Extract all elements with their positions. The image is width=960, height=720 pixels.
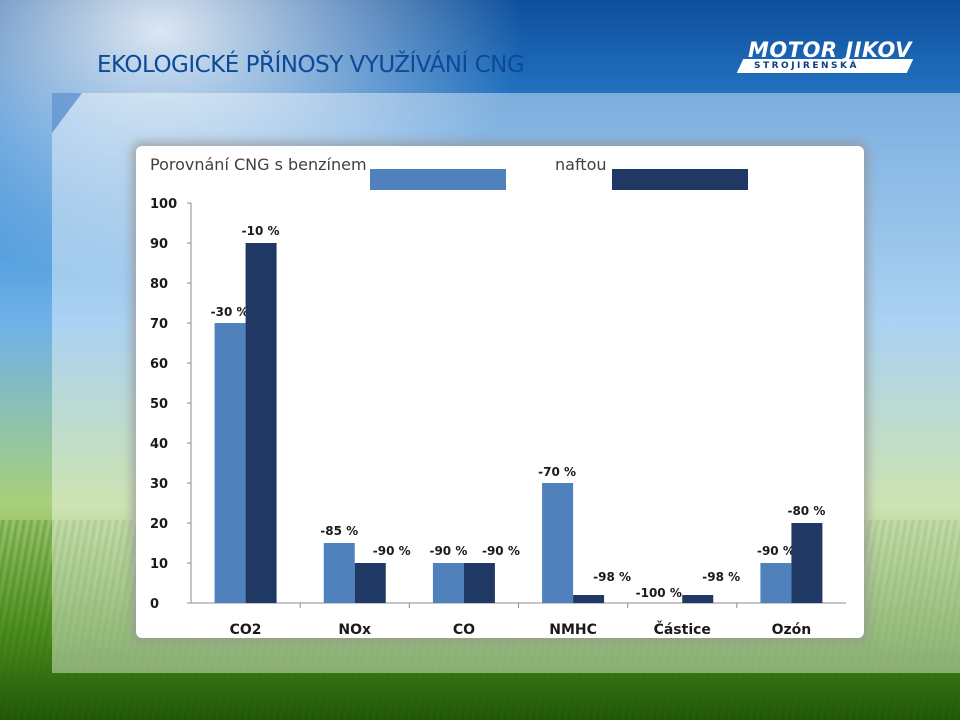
y-tick-label: 50 bbox=[150, 397, 168, 412]
bar-nafta bbox=[463, 563, 495, 603]
data-label-nafta: -10 % bbox=[242, 224, 280, 238]
bar-nafta bbox=[791, 523, 823, 603]
y-tick-label: 90 bbox=[150, 237, 168, 252]
legend-swatch-nafta bbox=[612, 169, 748, 190]
y-tick-label: 60 bbox=[150, 357, 168, 372]
y-tick-label: 80 bbox=[150, 277, 168, 292]
y-tick-label: 0 bbox=[150, 597, 159, 612]
x-category-label: Částice bbox=[654, 620, 711, 638]
y-tick-label: 10 bbox=[150, 557, 168, 572]
data-label-nafta: -80 % bbox=[787, 504, 825, 518]
y-tick-label: 30 bbox=[150, 477, 168, 492]
panel-corner-accent bbox=[52, 93, 82, 133]
data-label-benzin: -85 % bbox=[320, 524, 358, 538]
data-label-benzin: -90 % bbox=[429, 544, 467, 558]
data-label-benzin: -70 % bbox=[538, 465, 576, 479]
bar-nafta bbox=[573, 595, 605, 603]
bar-chart: Porovnání CNG s benzínem naftou 0 10 20 30 4… bbox=[150, 155, 846, 638]
bar-benzin bbox=[432, 563, 464, 603]
legend-swatch-benzin bbox=[370, 169, 506, 190]
x-category-label: NMHC bbox=[549, 622, 597, 638]
data-label-benzin: -90 % bbox=[757, 544, 795, 558]
x-category-label: NOx bbox=[338, 622, 371, 638]
bar-nafta bbox=[354, 563, 386, 603]
data-label-benzin: -30 % bbox=[211, 305, 249, 319]
logo-main-text: MOTOR JIKOV bbox=[748, 38, 912, 62]
bar-nafta bbox=[245, 243, 277, 603]
legend-label-nafta: naftou bbox=[555, 155, 607, 174]
company-logo: MOTOR JIKOV STROJIRENSKÁ bbox=[736, 38, 930, 78]
y-tick-label: 100 bbox=[150, 197, 177, 212]
bar-benzin bbox=[214, 323, 246, 603]
data-label-nafta: -98 % bbox=[593, 570, 631, 584]
y-tick-label: 70 bbox=[150, 317, 168, 332]
y-tick-label: 20 bbox=[150, 517, 168, 532]
slide-title: EKOLOGICKÉ PŘÍNOSY VYUŽÍVÁNÍ CNG bbox=[97, 52, 525, 78]
bar-nafta bbox=[682, 595, 714, 603]
y-tick-label: 40 bbox=[150, 437, 168, 452]
data-label-benzin: -100 % bbox=[636, 586, 682, 600]
x-category-label: CO2 bbox=[230, 622, 262, 638]
legend-label-benzin: Porovnání CNG s benzínem bbox=[150, 155, 367, 174]
x-category-label: CO bbox=[453, 622, 475, 638]
chart-container: Porovnání CNG s benzínem naftou 0 10 20 30 4… bbox=[136, 146, 864, 638]
plot-area: 0 10 20 30 40 50 60 70 80 90 100 CO2 -30 % -10 % NOx -8… bbox=[150, 197, 846, 638]
data-label-nafta: -90 % bbox=[482, 544, 520, 558]
bar-benzin bbox=[323, 543, 355, 603]
data-label-nafta: -90 % bbox=[373, 544, 411, 558]
bar-benzin bbox=[760, 563, 792, 603]
x-category-label: Ozón bbox=[772, 622, 812, 638]
data-label-nafta: -98 % bbox=[702, 570, 740, 584]
logo-sub-text: STROJIRENSKÁ bbox=[754, 61, 859, 71]
logo-sub-band: STROJIRENSKÁ bbox=[736, 59, 914, 73]
bar-benzin bbox=[542, 483, 574, 603]
